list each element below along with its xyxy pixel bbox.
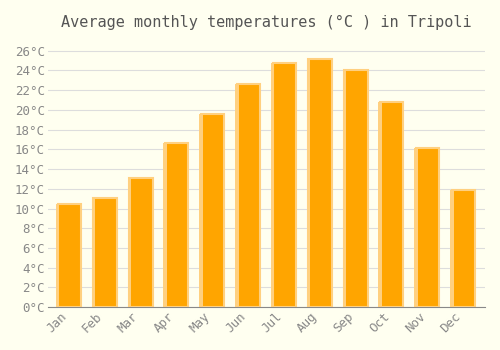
Bar xyxy=(58,204,81,307)
Bar xyxy=(416,148,440,307)
Bar xyxy=(378,102,382,307)
Bar xyxy=(414,148,418,307)
Bar xyxy=(199,114,202,307)
Bar xyxy=(307,59,310,307)
Bar xyxy=(342,70,346,307)
Bar xyxy=(450,190,454,307)
Bar xyxy=(165,144,188,307)
Title: Average monthly temperatures (°C ) in Tripoli: Average monthly temperatures (°C ) in Tr… xyxy=(61,15,472,30)
Bar xyxy=(130,178,152,307)
Bar xyxy=(201,114,224,307)
Bar xyxy=(237,84,260,307)
Bar xyxy=(452,190,475,307)
Bar xyxy=(380,102,404,307)
Bar xyxy=(235,84,238,307)
Bar xyxy=(92,198,95,307)
Bar xyxy=(271,63,274,307)
Bar xyxy=(272,63,296,307)
Bar xyxy=(128,178,131,307)
Bar xyxy=(344,70,368,307)
Bar xyxy=(164,144,167,307)
Bar xyxy=(94,198,117,307)
Bar xyxy=(56,204,59,307)
Bar xyxy=(308,59,332,307)
